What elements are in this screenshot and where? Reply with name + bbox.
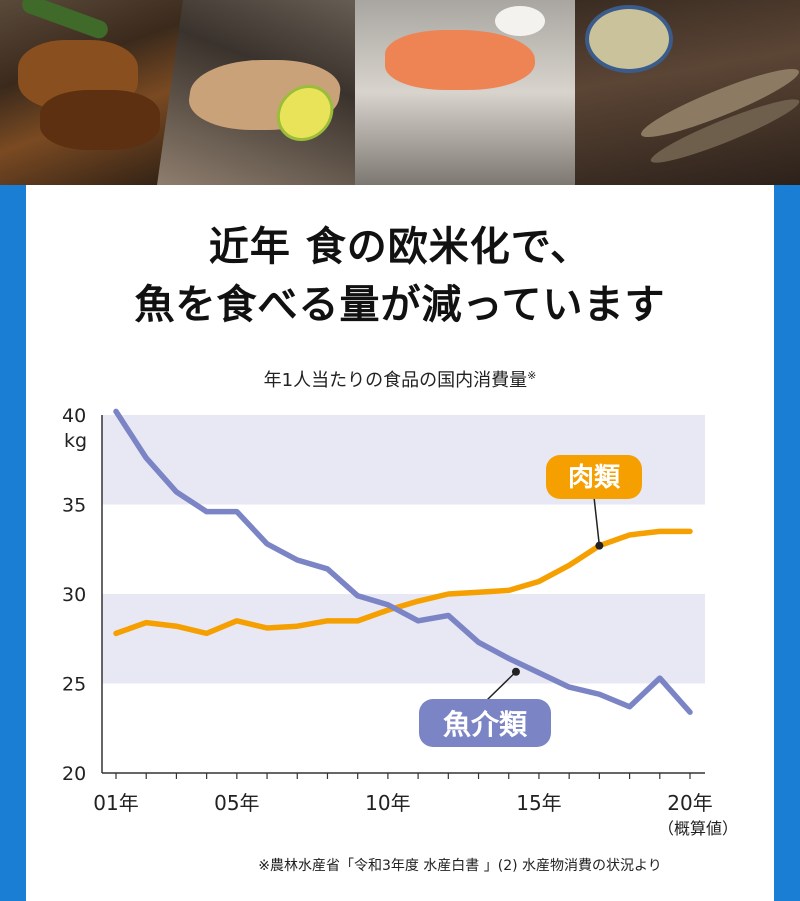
chart-title-text: 年1人当たりの食品の国内消費量 bbox=[263, 370, 528, 391]
chart-title-note-mark: ※ bbox=[527, 369, 537, 382]
series-line-1 bbox=[113, 408, 693, 715]
y-unit-label: kg bbox=[64, 430, 87, 452]
y-tick-label: 40 bbox=[62, 405, 86, 427]
grid-band-25-30 bbox=[102, 594, 705, 684]
x-tick-label: 01年 bbox=[93, 791, 138, 815]
meat-label-text: 肉類 bbox=[568, 463, 621, 493]
grilled-saury-photo bbox=[575, 0, 800, 185]
headline-line-1: 近年 食の欧米化で、 bbox=[208, 224, 592, 270]
fish-callout-line bbox=[486, 671, 517, 701]
fish-label-badge bbox=[419, 699, 551, 747]
meat-callout-line bbox=[593, 496, 601, 546]
x-tick-label: 20年 bbox=[667, 791, 712, 815]
meat-label-badge bbox=[546, 455, 642, 499]
series-line-0 bbox=[113, 528, 693, 637]
food-photo-strip bbox=[0, 0, 800, 185]
fish-callout-dot bbox=[511, 667, 520, 676]
y-tick-label: 35 bbox=[62, 495, 86, 517]
chart-title: 年1人当たりの食品の国内消費量※ bbox=[0, 366, 800, 392]
y-tick-label: 20 bbox=[62, 763, 86, 785]
meat-callout-dot bbox=[595, 541, 604, 550]
x-tick-label: 10年 bbox=[365, 791, 410, 815]
x-tick-label: 05年 bbox=[214, 791, 259, 815]
x-note-label: （概算値） bbox=[658, 819, 738, 838]
fish-label-text: 魚介類 bbox=[443, 708, 528, 741]
y-tick-label: 30 bbox=[62, 584, 86, 606]
source-note: ※農林水産省「令和3年度 水産白書 」(2) 水産物消費の状況より bbox=[258, 858, 662, 874]
grilled-salmon-photo bbox=[355, 0, 580, 185]
simmered-fish-photo bbox=[0, 0, 190, 185]
headline: 近年 食の欧米化で、 魚を食べる量が減っています bbox=[0, 218, 800, 334]
headline-line-2: 魚を食べる量が減っています bbox=[134, 282, 666, 328]
y-tick-label: 25 bbox=[62, 674, 86, 696]
content-card bbox=[26, 185, 774, 901]
x-tick-label: 15年 bbox=[516, 791, 561, 815]
